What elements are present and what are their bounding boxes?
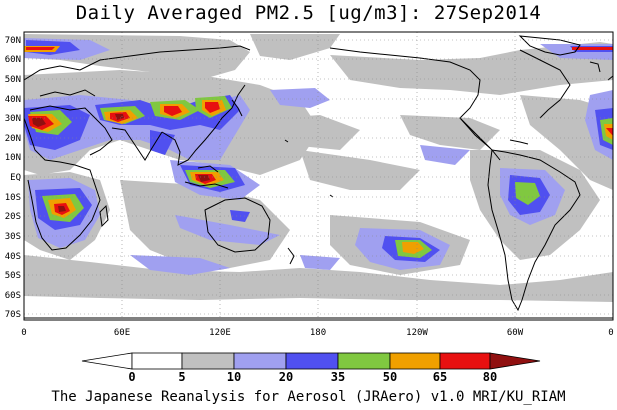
colorbar-bin-0-5: [131, 352, 183, 370]
colorbar-lower-arrow: [81, 352, 133, 370]
colorbar-bin-35-50: [337, 352, 391, 370]
colorbar-label-35: 35: [331, 370, 345, 384]
colorbar: [81, 352, 541, 370]
lon-label-60w: 60W: [507, 328, 524, 338]
lat-label-70n: 70N: [5, 36, 21, 46]
colorbar-label-20: 20: [279, 370, 293, 384]
colorbar-upper-arrow: [489, 352, 541, 370]
map-title: Daily Averaged PM2.5 [ug/m3]: 27Sep2014: [75, 2, 542, 24]
lat-label-40n: 40N: [5, 95, 21, 105]
lon-label-180: 180: [310, 328, 326, 338]
lat-label-30n: 30N: [5, 114, 21, 124]
pm25-field: [24, 34, 613, 302]
lat-label-20n: 20N: [5, 134, 21, 144]
colorbar-labels: 0 5 10 20 35 50 65 80: [128, 370, 497, 384]
longitude-axis: 0 60E 120E 180 120W 60W 0: [21, 328, 613, 338]
colorbar-label-80: 80: [483, 370, 497, 384]
lat-label-eq: EQ: [10, 173, 21, 183]
lon-label-120e: 120E: [209, 328, 231, 338]
plot-frame: [23, 31, 614, 321]
lat-label-50s: 50S: [5, 271, 21, 281]
colorbar-label-0: 0: [128, 370, 135, 384]
colorbar-label-50: 50: [383, 370, 397, 384]
colorbar-label-10: 10: [227, 370, 241, 384]
credit-line: The Japanese Reanalysis for Aerosol (JRA…: [51, 389, 566, 405]
lat-label-20s: 20S: [5, 212, 21, 222]
lat-label-10s: 10S: [5, 193, 21, 203]
lat-label-70s: 70S: [5, 310, 21, 320]
lat-label-40s: 40S: [5, 252, 21, 262]
colorbar-bin-65-80: [439, 352, 491, 370]
colorbar-bin-50-65: [389, 352, 441, 370]
lat-label-60n: 60N: [5, 55, 21, 65]
lon-label-60e: 60E: [114, 328, 130, 338]
colorbar-bin-10-20: [233, 352, 287, 370]
latitude-axis: 70N 60N 50N 40N 30N 20N 10N EQ 10S 20S 3…: [5, 36, 21, 320]
lon-label-120w: 120W: [406, 328, 428, 338]
colorbar-label-65: 65: [433, 370, 447, 384]
lat-label-50n: 50N: [5, 75, 21, 85]
colorbar-label-5: 5: [178, 370, 185, 384]
lat-label-10n: 10N: [5, 153, 21, 163]
lat-label-30s: 30S: [5, 232, 21, 242]
lon-label-0-left: 0: [21, 328, 26, 338]
gridlines: [24, 32, 613, 320]
colorbar-bin-5-10: [181, 352, 235, 370]
colorbar-bin-20-35: [285, 352, 339, 370]
coastlines: [24, 35, 613, 319]
lon-label-0-right: 0: [608, 328, 613, 338]
lat-label-60s: 60S: [5, 291, 21, 301]
